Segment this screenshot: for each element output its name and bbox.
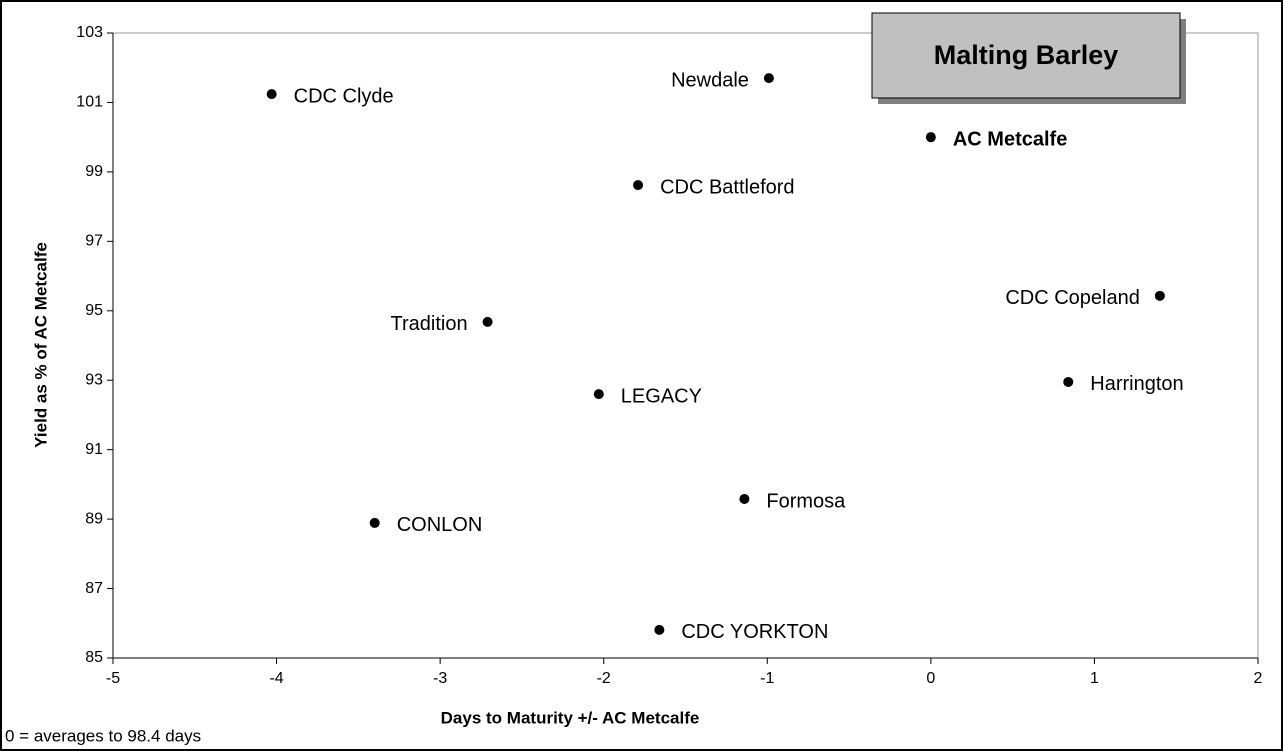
point-label: Formosa <box>766 490 846 512</box>
plot-frame <box>113 32 1259 658</box>
point <box>654 624 665 635</box>
point <box>482 316 493 327</box>
title-box <box>871 12 1181 99</box>
x-tick-label: 0 <box>926 670 935 687</box>
y-tick-label: 95 <box>85 302 103 319</box>
point <box>925 132 936 143</box>
x-tick-label: 1 <box>1090 670 1099 687</box>
point-label: Newdale <box>671 69 749 91</box>
y-tick-label: 91 <box>85 441 103 458</box>
x-tick-label: -5 <box>106 670 120 687</box>
y-tick-label: 87 <box>85 580 103 597</box>
note: 0 = averages to 98.4 days <box>5 726 201 745</box>
x-axis-label: Days to Maturity +/- AC Metcalfe <box>441 708 700 727</box>
x-tick-label: -1 <box>760 670 774 687</box>
point <box>763 73 774 84</box>
y-tick-label: 97 <box>85 233 103 250</box>
point-label: LEGACY <box>621 385 702 407</box>
point-label: CONLON <box>397 514 483 536</box>
point <box>1063 376 1074 387</box>
x-tick-label: 2 <box>1254 670 1263 687</box>
y-axis-label: Yield as % of AC Metcalfe <box>31 242 50 448</box>
y-tick-label: 101 <box>76 94 103 111</box>
x-tick-label: -2 <box>597 670 611 687</box>
y-tick-label: 89 <box>85 510 103 527</box>
point <box>369 517 380 528</box>
point <box>1154 290 1165 301</box>
point <box>633 180 644 191</box>
y-tick-label: 99 <box>85 163 103 180</box>
chart-title: Malting Barley <box>934 40 1119 70</box>
point-label: CDC Copeland <box>1005 287 1140 309</box>
point-label: CDC Battleford <box>660 176 795 198</box>
y-tick-label: 93 <box>85 371 103 388</box>
point-label: Tradition <box>391 313 468 335</box>
y-tick-label: 103 <box>76 24 103 41</box>
point-label: CDC Clyde <box>294 85 394 107</box>
y-tick-label: 85 <box>85 649 103 666</box>
point <box>739 493 750 504</box>
x-tick-label: -4 <box>269 670 283 687</box>
point <box>266 89 277 100</box>
x-tick-label: -3 <box>433 670 447 687</box>
point-label: CDC YORKTON <box>681 621 828 643</box>
point-label: AC Metcalfe <box>953 128 1067 150</box>
point <box>593 389 604 400</box>
point-label: Harrington <box>1090 373 1183 395</box>
